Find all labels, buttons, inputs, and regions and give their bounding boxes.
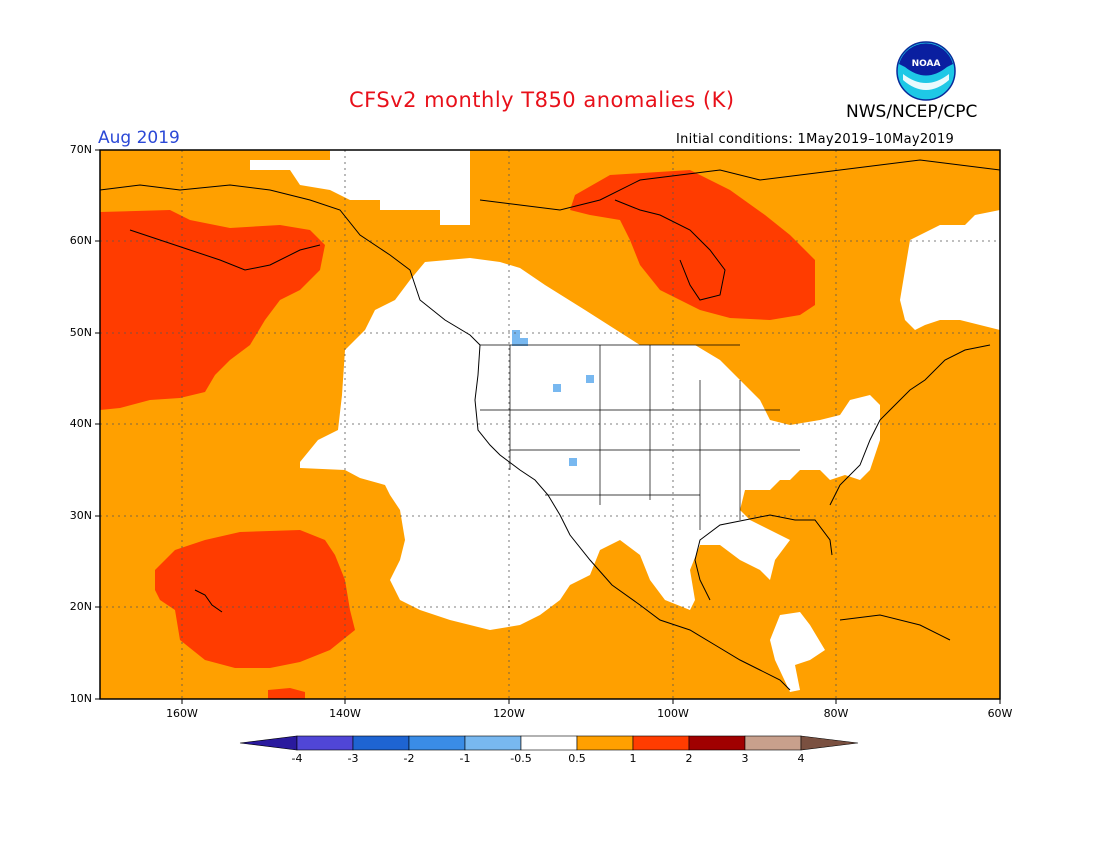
coastline-alaska bbox=[129, 229, 321, 271]
colorbar-tick-label: 3 bbox=[741, 752, 749, 765]
lon-label: 60W bbox=[987, 707, 1013, 720]
colorbar-tick-label: -2 bbox=[403, 752, 415, 765]
lat-label: 20N bbox=[69, 600, 92, 613]
colorbar-swatch bbox=[688, 735, 746, 751]
coastline-caribbean-islands bbox=[839, 614, 951, 641]
colorbar-min-arrow bbox=[239, 735, 298, 751]
forecast-period: Aug 2019 bbox=[98, 128, 180, 148]
colorbar bbox=[239, 735, 859, 751]
neutral-region-northwest bbox=[250, 150, 470, 225]
colorbar-tick-label: 2 bbox=[685, 752, 693, 765]
political-borders bbox=[480, 344, 800, 530]
coastline-hudson bbox=[614, 199, 726, 301]
cool-cell-4 bbox=[586, 375, 594, 383]
neutral-region-west-us bbox=[300, 258, 880, 630]
cool-cell-1 bbox=[512, 330, 520, 346]
lon-label: 100W bbox=[657, 707, 689, 720]
lon-label: 140W bbox=[329, 707, 361, 720]
colorbar-swatch bbox=[352, 735, 410, 751]
colorbar-tick-label: -0.5 bbox=[510, 752, 532, 765]
cool-cell-2 bbox=[520, 338, 528, 346]
coastline-north-america-west bbox=[99, 184, 791, 691]
coastline-gulf-mexico bbox=[694, 514, 833, 601]
map-plot-area bbox=[95, 149, 1001, 704]
lon-label: 120W bbox=[493, 707, 525, 720]
organization-label: NWS/NCEP/CPC bbox=[846, 102, 978, 122]
colorbar-swatch bbox=[408, 735, 466, 751]
warm-region-alaska-pacific bbox=[100, 210, 325, 410]
colorbar-swatch bbox=[576, 735, 634, 751]
colorbar-swatch bbox=[296, 735, 354, 751]
chart-title: CFSv2 monthly T850 anomalies (K) bbox=[349, 88, 735, 112]
lat-label: 70N bbox=[69, 143, 92, 156]
lat-label: 40N bbox=[69, 417, 92, 430]
neutral-region-caribbean bbox=[770, 612, 825, 692]
colorbar-tick-label: -1 bbox=[459, 752, 471, 765]
colorbar-tick-label: -4 bbox=[291, 752, 303, 765]
colorbar-swatch bbox=[464, 735, 522, 751]
colorbar-swatch bbox=[744, 735, 802, 751]
warm-region-hawaii bbox=[155, 530, 355, 668]
lat-label: 30N bbox=[69, 509, 92, 522]
colorbar-max-arrow bbox=[800, 735, 859, 751]
lon-label: 80W bbox=[823, 707, 849, 720]
coastline-east bbox=[829, 344, 991, 506]
coastline-arctic bbox=[479, 159, 1001, 211]
lat-label: 10N bbox=[69, 692, 92, 705]
colorbar-tick-label: 4 bbox=[797, 752, 805, 765]
coastlines bbox=[99, 159, 1001, 691]
lat-label: 50N bbox=[69, 326, 92, 339]
coastline-hawaii bbox=[194, 589, 223, 613]
cool-cell-3 bbox=[553, 384, 561, 392]
colorbar-tick-label: -3 bbox=[347, 752, 359, 765]
noaa-logo-text: NOAA bbox=[912, 59, 941, 69]
noaa-logo: NOAA bbox=[896, 41, 956, 101]
gridlines bbox=[100, 150, 1000, 699]
neutral-region-east-canada bbox=[900, 210, 1000, 330]
colorbar-swatch bbox=[632, 735, 690, 751]
colorbar-tick-label: 1 bbox=[629, 752, 637, 765]
warm-region-small-south bbox=[268, 688, 305, 699]
colorbar-tick-label: 0.5 bbox=[568, 752, 586, 765]
initial-conditions: Initial conditions: 1May2019–10May2019 bbox=[676, 132, 955, 147]
lon-label: 160W bbox=[166, 707, 198, 720]
colorbar-swatch bbox=[520, 735, 578, 751]
lat-label: 60N bbox=[69, 234, 92, 247]
axis-ticks bbox=[95, 149, 1001, 704]
warm-region-hudson-bay bbox=[570, 170, 815, 320]
cool-cell-5 bbox=[569, 458, 577, 466]
